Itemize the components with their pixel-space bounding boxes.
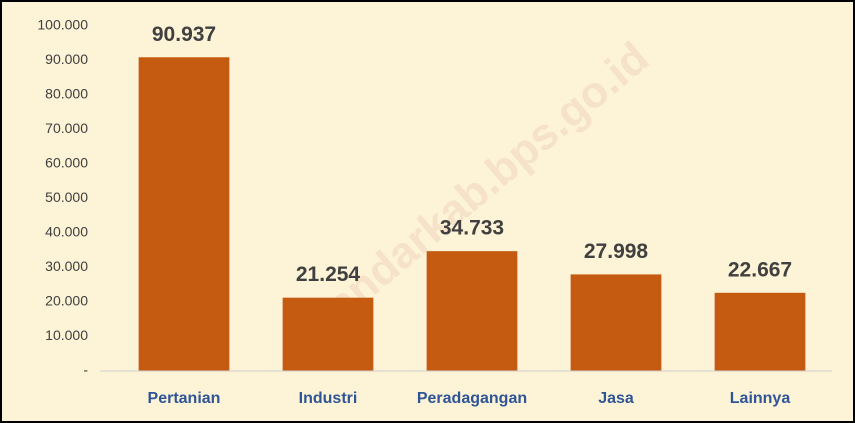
value-label: 21.254	[296, 263, 361, 286]
value-label: 27.998	[584, 240, 649, 263]
y-tick-label: -	[83, 362, 88, 378]
value-label: 22.667	[728, 258, 792, 281]
bar	[714, 292, 806, 371]
bar	[426, 251, 518, 371]
value-label: 34.733	[440, 217, 504, 240]
y-tick-label: 60.000	[45, 155, 88, 171]
x-tick-label: Lainnya	[730, 390, 791, 407]
y-tick-label: 20.000	[45, 293, 88, 309]
x-tick-label: Peradagangan	[417, 390, 527, 407]
bar	[138, 57, 230, 372]
y-tick-label: 80.000	[45, 86, 88, 102]
y-tick-label: 40.000	[45, 224, 88, 240]
x-tick-label: Pertanian	[148, 390, 221, 407]
bar	[570, 274, 662, 371]
bar	[282, 297, 374, 371]
y-tick-label: 70.000	[45, 120, 88, 136]
y-tick-label: 50.000	[45, 189, 88, 205]
y-tick-label: 100.000	[37, 17, 88, 33]
x-tick-label: Jasa	[598, 390, 634, 407]
y-tick-label: 90.000	[45, 51, 88, 67]
y-tick-label: 10.000	[45, 327, 88, 343]
x-tick-label: Industri	[299, 390, 358, 407]
y-tick-label: 30.000	[45, 258, 88, 274]
value-label: 90.937	[152, 23, 216, 46]
